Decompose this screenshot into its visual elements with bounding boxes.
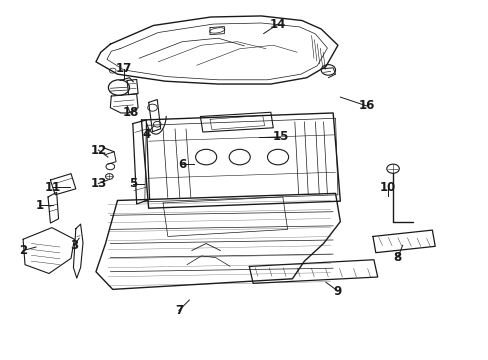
Text: 11: 11 xyxy=(44,181,61,194)
Text: 1: 1 xyxy=(35,199,43,212)
Text: 10: 10 xyxy=(379,181,396,194)
Text: 3: 3 xyxy=(70,239,78,252)
Text: 8: 8 xyxy=(393,251,401,264)
Text: 5: 5 xyxy=(129,177,137,190)
Text: 6: 6 xyxy=(178,158,186,171)
Text: 17: 17 xyxy=(115,62,132,75)
Text: 7: 7 xyxy=(174,304,183,317)
Text: 12: 12 xyxy=(90,144,106,157)
Text: 4: 4 xyxy=(142,128,151,141)
Text: 14: 14 xyxy=(269,18,285,31)
Text: 13: 13 xyxy=(90,177,106,190)
Text: 16: 16 xyxy=(358,99,374,112)
Text: 2: 2 xyxy=(19,244,27,257)
Text: 15: 15 xyxy=(272,130,288,143)
Text: 18: 18 xyxy=(122,107,139,120)
Text: 9: 9 xyxy=(333,285,342,298)
